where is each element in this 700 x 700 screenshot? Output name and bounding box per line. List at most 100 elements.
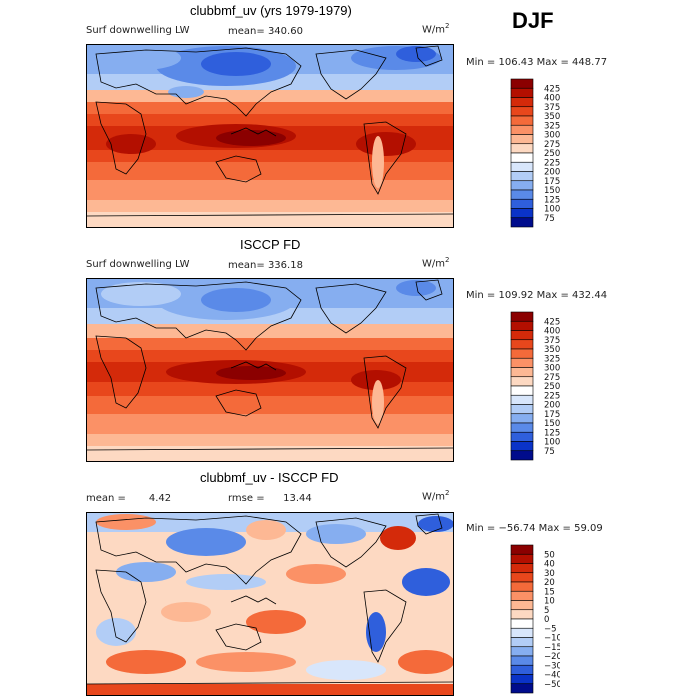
panel1-variable-label: Surf downwelling LW <box>86 25 190 36</box>
colorbar-swatch <box>510 348 534 359</box>
colorbar-tick-label: 350 <box>544 112 560 122</box>
colorbar-tick-label: 75 <box>544 447 555 457</box>
panel3-minmax: Min = −56.74 Max = 59.09 <box>466 523 603 534</box>
colorbar-tick-label: 375 <box>544 336 560 346</box>
panel2-mean-stat: mean= 336.18 <box>228 260 303 271</box>
colorbar-tick-label: 400 <box>544 94 560 104</box>
colorbar-swatch <box>510 357 534 368</box>
colorbar-tick-label: 30 <box>544 569 555 579</box>
panel1-mean-value: 340.60 <box>267 26 303 37</box>
colorbar-swatch <box>510 394 534 405</box>
colorbar-swatch <box>510 637 534 648</box>
colorbar-tick-label: 275 <box>544 140 560 150</box>
colorbar-tick-label: 40 <box>544 560 555 570</box>
colorbar-tick-label: 400 <box>544 327 560 337</box>
panel2-units: W/m2 <box>422 256 450 270</box>
panel2-variable-label: Surf downwelling LW <box>86 259 190 270</box>
panel1-colorbar: 425 400 375 350 325 300 275 250 225 200 175 150 125 1… <box>510 78 560 228</box>
colorbar-swatch <box>510 450 534 461</box>
colorbar-swatch <box>510 413 534 424</box>
panel3-mean-label: mean = <box>86 493 126 504</box>
panel1-units: W/m2 <box>422 22 450 36</box>
colorbar-swatch <box>510 441 534 452</box>
colorbar-swatch <box>510 189 534 200</box>
colorbar-tick-label: 225 <box>544 391 560 401</box>
panel1-title: clubbmf_uv (yrs 1979-1979) <box>190 3 352 18</box>
colorbar-swatch <box>510 404 534 415</box>
colorbar-tick-label: 300 <box>544 364 560 374</box>
colorbar-swatch <box>510 581 534 592</box>
panel3-rmse-value: 13.44 <box>283 493 312 504</box>
panel2-map <box>85 278 455 462</box>
panel3-rmse-stat: rmse = 13.44 <box>228 493 312 504</box>
colorbar-swatch <box>510 134 534 145</box>
colorbar-swatch <box>510 544 534 555</box>
colorbar-swatch <box>510 563 534 574</box>
colorbar-tick-label: 10 <box>544 597 555 607</box>
panel3-mean-value: 4.42 <box>148 493 172 504</box>
colorbar-swatch <box>510 609 534 620</box>
colorbar-swatch <box>510 171 534 182</box>
colorbar-swatch <box>510 320 534 331</box>
colorbar-tick-label: 200 <box>544 168 560 178</box>
colorbar-tick-label: −50 <box>544 680 560 690</box>
colorbar-tick-label: 125 <box>544 428 560 438</box>
colorbar-tick-label: 20 <box>544 578 555 588</box>
colorbar-swatch <box>510 553 534 564</box>
panel1-map <box>85 44 455 228</box>
colorbar-swatch <box>510 106 534 117</box>
colorbar-swatch <box>510 367 534 378</box>
panel3-mean-stat: mean = 4.42 <box>86 493 171 504</box>
colorbar-tick-label: 50 <box>544 550 555 560</box>
colorbar-tick-label: 375 <box>544 103 560 113</box>
colorbar-swatch <box>510 208 534 219</box>
colorbar-tick-label: 250 <box>544 382 560 392</box>
colorbar-swatch <box>510 87 534 98</box>
colorbar-tick-label: 425 <box>544 317 560 327</box>
panel3-rmse-label: rmse = <box>228 493 265 504</box>
colorbar-swatch <box>510 683 534 694</box>
panel2-minmax: Min = 109.92 Max = 432.44 <box>466 290 608 301</box>
panel3-units: W/m2 <box>422 489 450 503</box>
colorbar-swatch <box>510 674 534 685</box>
colorbar-tick-label: −40 <box>544 671 560 681</box>
colorbar-swatch <box>510 618 534 629</box>
panel3-title: clubbmf_uv - ISCCP FD <box>200 470 339 485</box>
colorbar-tick-label: 225 <box>544 158 560 168</box>
colorbar-swatch <box>510 78 534 89</box>
colorbar-tick-label: 150 <box>544 419 560 429</box>
colorbar-swatch <box>510 646 534 657</box>
colorbar-tick-label: 275 <box>544 373 560 383</box>
colorbar-tick-label: 0 <box>544 615 549 625</box>
colorbar-tick-label: −30 <box>544 661 560 671</box>
panel2-colorbar-svg: 4254003753503253002752502252001751501251… <box>510 311 560 461</box>
colorbar-swatch <box>510 180 534 191</box>
colorbar-swatch <box>510 97 534 108</box>
colorbar-swatch <box>510 590 534 601</box>
panel1-minmax: Min = 106.43 Max = 448.77 <box>466 57 608 68</box>
colorbar-tick-label: 150 <box>544 186 560 196</box>
panel1-mean-stat: mean= 340.60 <box>228 26 303 37</box>
colorbar-tick-label: 425 <box>544 84 560 94</box>
colorbar-tick-label: 325 <box>544 354 560 364</box>
panel2-mean-label: mean= <box>228 260 265 271</box>
colorbar-tick-label: 5 <box>544 606 549 616</box>
colorbar-swatch <box>510 161 534 172</box>
colorbar-tick-label: 75 <box>544 214 555 224</box>
colorbar-swatch <box>510 655 534 666</box>
panel2-mean-value: 336.18 <box>267 260 303 271</box>
colorbar-tick-label: −10 <box>544 634 560 644</box>
colorbar-swatch <box>510 431 534 442</box>
colorbar-tick-label: 100 <box>544 205 560 215</box>
panel1-mean-label: mean= <box>228 26 265 37</box>
colorbar-tick-label: 175 <box>544 410 560 420</box>
colorbar-swatch <box>510 600 534 611</box>
colorbar-tick-label: 250 <box>544 149 560 159</box>
colorbar-swatch <box>510 115 534 126</box>
panel2-title: ISCCP FD <box>240 237 301 252</box>
colorbar-tick-label: −5 <box>544 624 557 634</box>
colorbar-swatch <box>510 198 534 209</box>
colorbar-tick-label: −20 <box>544 652 560 662</box>
colorbar-tick-label: 100 <box>544 438 560 448</box>
